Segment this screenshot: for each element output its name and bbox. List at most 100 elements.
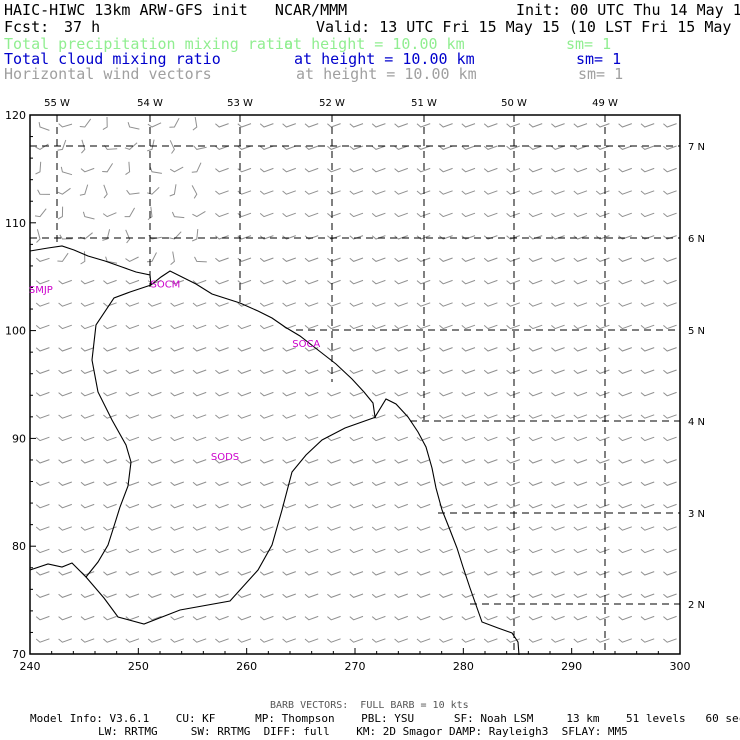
wind-barb [282, 571, 296, 576]
wind-barb [349, 459, 364, 464]
wind-barb [640, 212, 655, 218]
wind-barb [551, 481, 565, 486]
wind-barb [528, 257, 543, 262]
wind-barb [304, 145, 319, 150]
wind-barb [618, 123, 632, 128]
wind-barb [371, 324, 386, 330]
lon-label: 49 W [592, 98, 618, 109]
wind-barb [80, 324, 95, 330]
wind-barb [147, 369, 162, 374]
wind-barb [327, 145, 341, 150]
wind-barb [573, 347, 588, 352]
wind-barb [349, 279, 364, 285]
wind-barb [35, 593, 50, 598]
wind-barb [58, 593, 72, 598]
wind-barb [483, 414, 498, 419]
wind-barb [573, 503, 588, 509]
wind-barb [169, 140, 175, 154]
wind-barb [483, 347, 498, 352]
wind-barb [349, 212, 364, 218]
station-label: SOCA [292, 339, 320, 350]
wind-barb [282, 212, 296, 218]
wind-barb [416, 212, 431, 218]
wind-barb [483, 503, 498, 509]
wind-barb [259, 347, 274, 352]
wind-barb [215, 436, 229, 442]
wind-barb [125, 256, 139, 262]
wind-barb [192, 615, 207, 621]
wind-barb [595, 638, 610, 643]
wind-barb [349, 615, 364, 621]
wind-barb [259, 145, 274, 150]
wind-barb [215, 571, 229, 576]
wind-barb [551, 324, 565, 330]
wind-barb [147, 391, 162, 397]
wind-barb [528, 302, 543, 307]
wind-barb [282, 526, 296, 531]
lat-label: 5 N [688, 326, 705, 337]
wind-barb [282, 481, 296, 486]
wind-barb [35, 571, 50, 576]
wind-barb [573, 123, 588, 128]
wind-barb [394, 212, 408, 218]
wind-barb [640, 369, 655, 374]
lon-label: 51 W [411, 98, 437, 109]
wind-barb [416, 481, 431, 486]
wind-barb [125, 503, 140, 509]
wind-barb [282, 615, 296, 621]
lat-label: 7 N [688, 142, 705, 153]
y-tick-label: 70 [12, 648, 26, 661]
wind-barb [259, 167, 274, 173]
wind-barb [595, 459, 610, 464]
wind-barb [595, 123, 610, 128]
x-tick-label: 300 [670, 660, 691, 673]
wind-barb [282, 593, 296, 598]
field-precip-sm: sm= 1 [566, 35, 612, 53]
wind-barb [192, 593, 207, 598]
wind-barb [80, 347, 95, 352]
wind-barb [551, 212, 565, 218]
wind-barb [439, 235, 453, 240]
wind-barb [259, 436, 274, 442]
wind-barb [215, 503, 229, 509]
wind-barb [573, 615, 588, 621]
wind-barb [551, 436, 565, 442]
wind-barb [103, 324, 117, 330]
wind-barb [663, 123, 677, 128]
wind-barb [35, 638, 50, 643]
wind-barb [125, 436, 140, 442]
wind-barb [35, 615, 50, 621]
wind-barb [528, 235, 543, 240]
wind-barb [640, 302, 655, 307]
field-precip-name: Total precipitation mixing ratio [4, 35, 293, 53]
wind-barb [215, 279, 229, 285]
y-tick-label: 110 [5, 217, 26, 230]
field-precip-height: at height = 10.00 km [284, 35, 465, 53]
wind-barb [170, 414, 184, 419]
wind-barb [35, 548, 50, 554]
x-tick-label: 270 [345, 660, 366, 673]
wind-barb [528, 279, 543, 285]
wind-barb [416, 123, 431, 128]
wind-barb [170, 436, 184, 442]
wind-barb [125, 369, 140, 374]
wind-barb [528, 638, 543, 643]
wind-barb [125, 571, 140, 576]
wind-barb [147, 206, 153, 220]
wind-barb [618, 190, 632, 195]
wind-barb [595, 257, 610, 262]
wind-barb [394, 235, 408, 240]
wind-barb [528, 548, 543, 554]
wind-barb [618, 503, 632, 509]
wind-barb [125, 593, 140, 598]
wind-barb [483, 481, 498, 486]
wind-barb [394, 302, 408, 307]
wind-barb [461, 347, 476, 352]
wind-barb [304, 123, 319, 128]
wind-barb [416, 167, 431, 173]
wind-barb [304, 347, 319, 352]
wind-barb [237, 235, 252, 240]
wind-barb [79, 118, 92, 128]
wind-barb [483, 526, 498, 531]
wind-barb [595, 347, 610, 352]
